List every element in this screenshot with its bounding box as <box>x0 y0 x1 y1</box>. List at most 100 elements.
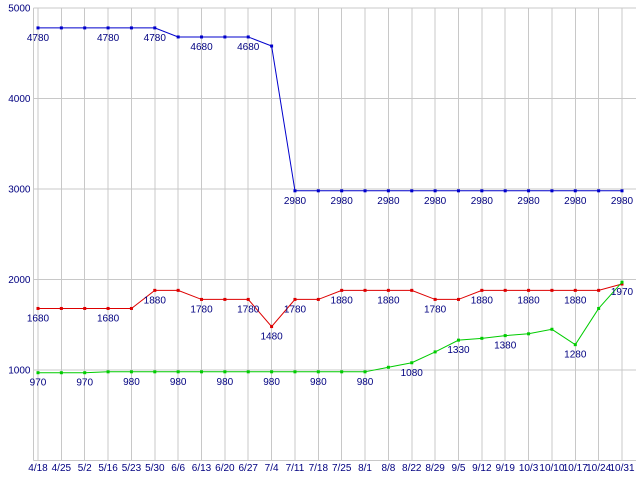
green-series-marker <box>410 361 414 365</box>
green-series-marker <box>597 306 601 310</box>
x-tick-label: 9/12 <box>472 463 492 474</box>
red-series-marker <box>293 297 297 301</box>
y-tick-label: 5000 <box>8 4 31 15</box>
y-tick-label: 4000 <box>8 94 31 105</box>
red-series-point-label: 1880 <box>517 295 540 306</box>
green-series-marker <box>200 370 204 374</box>
red-series-marker <box>316 297 320 301</box>
green-series-point-label: 980 <box>310 377 327 388</box>
green-series-marker <box>83 371 87 375</box>
blue-series-point-label: 4780 <box>144 33 167 44</box>
green-series: 970 970 980 980 980 980 980 980 1080 1330 1380 1280… <box>30 280 634 389</box>
red-series-point-label: 1780 <box>284 304 307 315</box>
x-tick-label: 8/22 <box>402 463 422 474</box>
blue-series-point-label: 2980 <box>284 196 307 207</box>
blue-series-point-label: 4680 <box>237 42 260 53</box>
x-tick-label: 6/13 <box>192 463 212 474</box>
y-tick-label: 2000 <box>8 275 31 286</box>
blue-series-marker <box>106 26 110 30</box>
red-series-point-label: 1680 <box>97 313 120 324</box>
green-series-line <box>38 281 623 374</box>
red-series-marker <box>527 288 531 292</box>
blue-series-marker <box>59 26 63 30</box>
blue-series-marker <box>527 189 531 193</box>
red-series-marker <box>550 288 554 292</box>
red-series-point-label: 1880 <box>331 295 354 306</box>
red-series-marker <box>83 306 87 310</box>
green-series-marker <box>176 370 180 374</box>
green-series-marker <box>340 370 344 374</box>
blue-series-marker <box>340 189 344 193</box>
blue-series-marker <box>129 26 133 30</box>
green-series-marker <box>270 370 274 374</box>
x-tick-label: 10/31 <box>609 463 634 474</box>
x-tick-label: 5/16 <box>98 463 118 474</box>
green-series-marker <box>527 332 531 336</box>
blue-series-marker <box>503 189 507 193</box>
x-tick-label: 5/23 <box>122 463 142 474</box>
x-tick-label: 6/20 <box>215 463 235 474</box>
blue-series-point-label: 2980 <box>564 196 587 207</box>
blue-series-marker <box>363 189 367 193</box>
blue-series-point-label: 4780 <box>97 33 120 44</box>
green-series-point-label: 980 <box>357 377 374 388</box>
blue-series-marker <box>293 189 297 193</box>
red-series-marker <box>36 306 40 310</box>
blue-series-marker <box>433 189 437 193</box>
blue-series-point-label: 4780 <box>27 33 50 44</box>
blue-series-marker <box>597 189 601 193</box>
x-tick-label: 10/17 <box>563 463 588 474</box>
x-tick-label: 9/19 <box>495 463 515 474</box>
blue-series-point-label: 2980 <box>331 196 354 207</box>
green-series-point-label: 1080 <box>401 368 424 379</box>
blue-series-point-label: 2980 <box>471 196 494 207</box>
green-series-marker <box>106 370 110 374</box>
blue-series-marker <box>270 44 274 48</box>
red-series-marker <box>200 297 204 301</box>
red-series-marker <box>363 288 367 292</box>
x-tick-label: 5/2 <box>78 463 92 474</box>
red-series-marker <box>386 288 390 292</box>
red-series-point-label: 1680 <box>27 313 50 324</box>
blue-series-point-label: 2980 <box>517 196 540 207</box>
x-tick-label: 10/10 <box>539 463 564 474</box>
green-series-point-label: 980 <box>170 377 187 388</box>
green-series-point-label: 980 <box>217 377 234 388</box>
x-tick-label: 8/29 <box>425 463 445 474</box>
blue-series-marker <box>573 189 577 193</box>
green-series-point-label: 970 <box>30 378 47 389</box>
x-tick-label: 6/6 <box>171 463 185 474</box>
green-series-point-label: 980 <box>123 377 140 388</box>
red-series-marker <box>106 306 110 310</box>
green-series-marker <box>620 280 624 284</box>
red-series-marker <box>270 325 274 329</box>
green-series-marker <box>456 338 460 342</box>
x-tick-label: 10/3 <box>519 463 539 474</box>
green-series-point-label: 1330 <box>447 345 470 356</box>
blue-series-line <box>38 27 622 192</box>
green-series-marker <box>363 370 367 374</box>
blue-series: 4780 4780 4780 4680 4680 2980 2980 2980 2980 2980… <box>27 26 634 207</box>
red-series-marker <box>456 297 460 301</box>
x-tick-label: 4/18 <box>28 463 48 474</box>
red-series-marker <box>410 288 414 292</box>
red-series-marker <box>503 288 507 292</box>
blue-series-marker <box>550 189 554 193</box>
green-series-marker <box>223 370 227 374</box>
x-tick-label: 7/11 <box>286 463 305 474</box>
green-series-marker <box>503 334 507 338</box>
x-tick-label: 10/24 <box>586 463 611 474</box>
red-series: 1680 1680 1880 1780 1780 1480 1780 1880 1880 1780… <box>27 282 624 343</box>
y-tick-label: 1000 <box>8 366 31 377</box>
red-series-line <box>38 283 623 328</box>
blue-series-marker <box>223 35 227 39</box>
x-tick-label: 7/4 <box>265 463 279 474</box>
blue-series-point-label: 2980 <box>611 196 634 207</box>
green-series-marker <box>36 371 40 375</box>
green-series-point-label: 1380 <box>494 341 517 352</box>
blue-series-marker <box>36 26 40 30</box>
red-series-point-label: 1780 <box>237 304 260 315</box>
blue-series-point-label: 2980 <box>424 196 447 207</box>
x-tick-label: 7/18 <box>309 463 329 474</box>
green-series-point-label: 970 <box>76 378 93 389</box>
